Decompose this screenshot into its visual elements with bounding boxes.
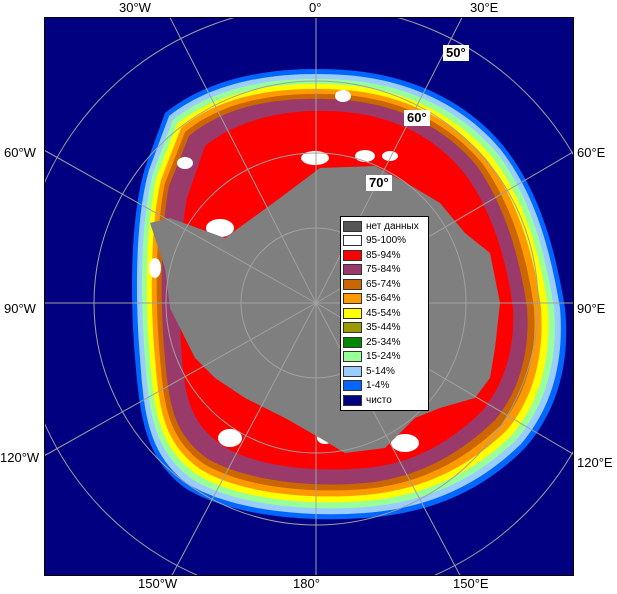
legend-item: 65-74%	[343, 277, 428, 292]
lon-label-30e: 30°E	[470, 0, 499, 15]
legend-label: 1-4%	[366, 380, 390, 392]
legend-item: 35-44%	[343, 321, 428, 336]
legend-item: 45-54%	[343, 306, 428, 321]
legend-swatch	[343, 336, 362, 348]
legend-swatch	[343, 249, 362, 261]
lon-label-90w: 90°W	[4, 301, 36, 316]
legend-label: 5-14%	[366, 365, 395, 377]
legend-label: 45-54%	[366, 307, 401, 319]
legend-swatch	[343, 380, 362, 392]
legend: нет данных 95-100% 85-94% 75-84% 65-74% …	[340, 216, 429, 411]
legend-label: 65-74%	[366, 278, 401, 290]
legend-swatch	[343, 394, 362, 406]
legend-label: 75-84%	[366, 264, 401, 276]
lon-label-30w: 30°W	[119, 0, 151, 15]
lon-label-120e: 120°E	[577, 455, 613, 470]
legend-item: 15-24%	[343, 350, 428, 365]
legend-label: 35-44%	[366, 322, 401, 334]
legend-label: 55-64%	[366, 293, 401, 305]
lon-label-180: 180°	[293, 576, 320, 591]
legend-item: 5-14%	[343, 364, 428, 379]
legend-label: чисто	[366, 394, 392, 406]
legend-swatch	[343, 264, 362, 276]
lon-label-150e: 150°E	[453, 576, 489, 591]
lon-label-60w: 60°W	[4, 145, 36, 160]
lon-label-60e: 60°E	[577, 145, 606, 160]
legend-item: 85-94%	[343, 248, 428, 263]
legend-item: 1-4%	[343, 379, 428, 394]
legend-label: нет данных	[366, 220, 419, 232]
legend-swatch	[343, 365, 362, 377]
legend-item: 55-64%	[343, 292, 428, 307]
lon-label-120w: 120°W	[0, 450, 40, 465]
legend-swatch	[343, 278, 362, 290]
legend-swatch	[343, 307, 362, 319]
legend-item: нет данных	[343, 219, 428, 234]
sea-ice-map	[45, 18, 573, 575]
lon-label-0: 0°	[309, 0, 322, 15]
legend-item: 25-34%	[343, 335, 428, 350]
lat-label-60: 60°	[404, 110, 430, 126]
legend-swatch	[343, 220, 362, 232]
lon-label-90e: 90°E	[577, 301, 606, 316]
legend-swatch	[343, 235, 362, 247]
map-panel	[44, 17, 574, 576]
lat-label-50: 50°	[443, 45, 469, 61]
legend-label: 25-34%	[366, 336, 401, 348]
legend-item: 95-100%	[343, 234, 428, 249]
legend-label: 15-24%	[366, 351, 401, 363]
legend-swatch	[343, 322, 362, 334]
lon-label-150w: 150°W	[138, 576, 178, 591]
legend-label: 95-100%	[366, 235, 407, 247]
legend-item: 75-84%	[343, 263, 428, 278]
legend-swatch	[343, 351, 362, 363]
legend-label: 85-94%	[366, 249, 401, 261]
legend-swatch	[343, 293, 362, 305]
lat-label-70: 70°	[366, 175, 392, 191]
legend-item: чисто	[343, 393, 428, 408]
